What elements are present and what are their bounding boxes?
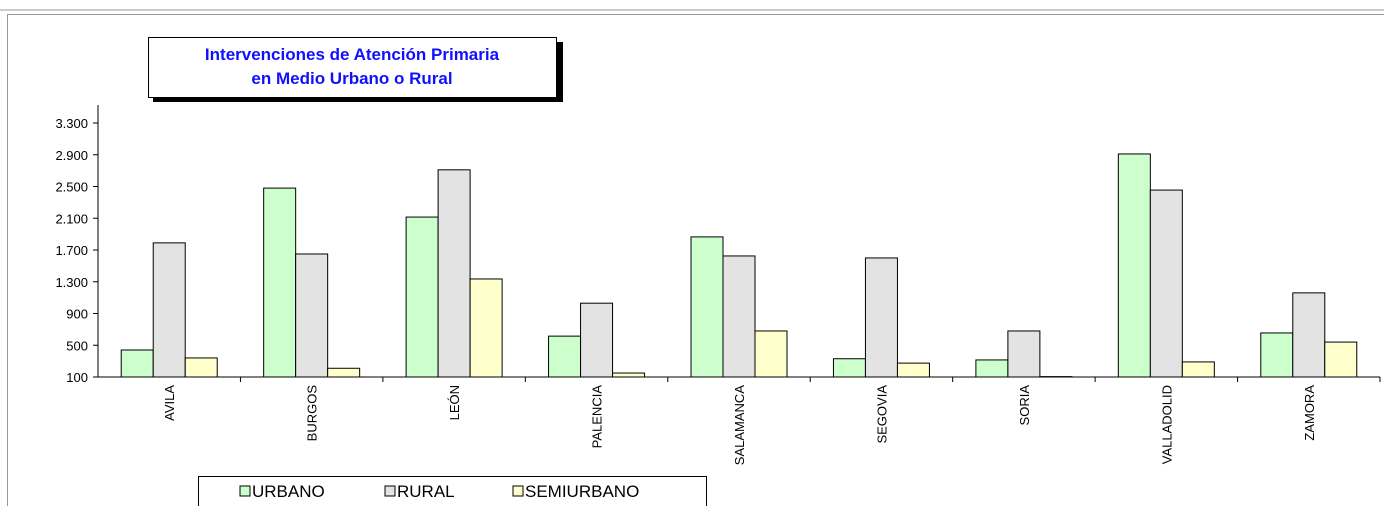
y-tick-label: 1.700: [55, 243, 88, 258]
x-tick-label: AVILA: [162, 385, 177, 421]
y-tick-label: 900: [66, 307, 88, 322]
bar: [1182, 362, 1214, 377]
bar: [185, 358, 217, 377]
legend-label: URBANO: [252, 482, 325, 501]
chart-title: en Medio Urbano o Rural: [251, 69, 452, 88]
x-tick-label: SORIA: [1017, 385, 1032, 426]
bar: [438, 170, 470, 377]
bar: [976, 360, 1008, 377]
chart-title: Intervenciones de Atención Primaria: [205, 45, 500, 64]
bar: [723, 256, 755, 377]
bar: [755, 331, 787, 377]
legend-swatch: [240, 486, 250, 496]
bar: [1008, 331, 1040, 377]
bar: [581, 303, 613, 377]
bar: [549, 336, 581, 377]
y-tick-label: 100: [66, 370, 88, 385]
bar: [1150, 190, 1182, 377]
bar: [1325, 342, 1357, 377]
y-tick-label: 1.300: [55, 275, 88, 290]
x-tick-label: VALLADOLID: [1159, 385, 1174, 464]
bar: [328, 368, 360, 377]
y-tick-label: 3.300: [55, 116, 88, 131]
y-tick-label: 2.500: [55, 180, 88, 195]
legend-label: RURAL: [397, 482, 455, 501]
y-tick-label: 2.100: [55, 211, 88, 226]
x-tick-label: LEÓN: [447, 385, 462, 420]
bar: [691, 237, 723, 377]
y-tick-label: 2.900: [55, 148, 88, 163]
legend-label: SEMIURBANO: [525, 482, 639, 501]
bar: [296, 254, 328, 377]
bar: [613, 373, 645, 377]
bar: [833, 359, 865, 377]
legend-swatch: [385, 486, 395, 496]
bar: [470, 279, 502, 377]
x-tick-label: SEGOVIA: [874, 385, 889, 444]
bar: [1261, 333, 1293, 377]
x-tick-label: ZAMORA: [1302, 385, 1317, 441]
bar: [153, 243, 185, 377]
bar: [897, 363, 929, 377]
bar: [1118, 154, 1150, 377]
x-tick-label: PALENCIA: [590, 385, 605, 449]
bar: [865, 258, 897, 377]
x-tick-label: SALAMANCA: [732, 385, 747, 466]
y-tick-label: 500: [66, 338, 88, 353]
x-tick-label: BURGOS: [305, 385, 320, 442]
bar: [1293, 293, 1325, 377]
legend-swatch: [513, 486, 523, 496]
bar: [406, 217, 438, 377]
bar: [121, 350, 153, 377]
bar: [264, 188, 296, 377]
